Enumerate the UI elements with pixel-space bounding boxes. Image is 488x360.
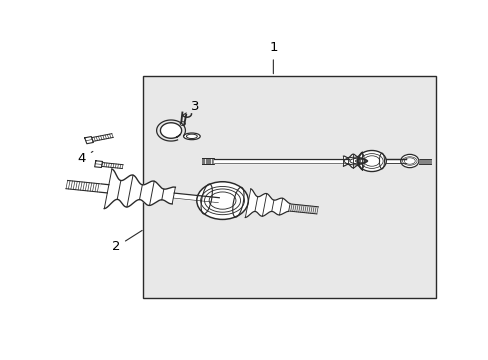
Ellipse shape xyxy=(183,133,200,140)
Polygon shape xyxy=(160,123,181,138)
Polygon shape xyxy=(84,136,93,144)
Polygon shape xyxy=(343,152,362,170)
Text: 2: 2 xyxy=(112,230,142,253)
Bar xyxy=(142,76,435,298)
Circle shape xyxy=(180,122,185,126)
Circle shape xyxy=(400,154,418,168)
Polygon shape xyxy=(104,169,175,208)
Ellipse shape xyxy=(349,158,366,164)
Polygon shape xyxy=(386,159,405,163)
Text: 1: 1 xyxy=(268,41,277,74)
Circle shape xyxy=(196,182,248,220)
Polygon shape xyxy=(100,184,109,193)
Ellipse shape xyxy=(344,157,365,165)
Polygon shape xyxy=(173,193,219,203)
Ellipse shape xyxy=(355,159,367,163)
Polygon shape xyxy=(213,159,348,163)
Circle shape xyxy=(357,150,386,172)
Text: 3: 3 xyxy=(183,100,200,115)
Polygon shape xyxy=(245,189,289,217)
Polygon shape xyxy=(95,161,102,167)
Text: 4: 4 xyxy=(78,152,93,165)
